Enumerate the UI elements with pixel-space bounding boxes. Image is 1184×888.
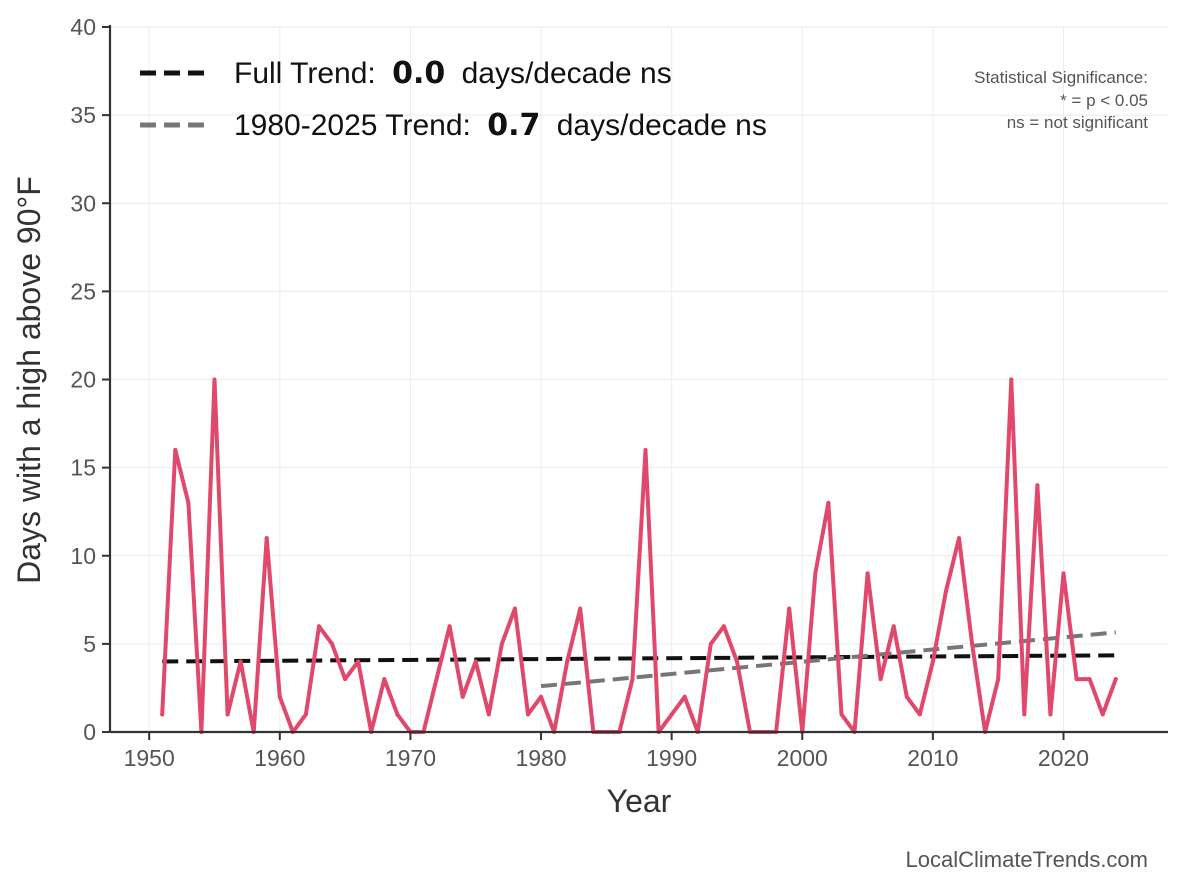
data-point-1965 <box>343 677 348 682</box>
data-point-1956 <box>225 712 230 717</box>
data-point-1968 <box>382 677 387 682</box>
data-point-1974 <box>460 694 465 699</box>
data-point-2023 <box>1100 712 1105 717</box>
data-point-1959 <box>264 536 269 541</box>
observed-line <box>160 377 1118 734</box>
x-tick-label-1990: 1990 <box>646 745 697 771</box>
significance-line-2: ns = not significant <box>1007 113 1149 132</box>
data-point-2010 <box>930 659 935 664</box>
y-tick-label-15: 15 <box>70 455 96 481</box>
data-point-1952 <box>173 448 178 452</box>
data-point-1964 <box>330 641 335 646</box>
data-point-1980 <box>539 694 544 699</box>
data-point-2005 <box>865 571 870 576</box>
data-point-2006 <box>878 677 883 682</box>
data-point-1966 <box>356 659 361 664</box>
x-tick-label-2010: 2010 <box>907 745 958 771</box>
data-point-2024 <box>1113 677 1118 682</box>
data-point-1976 <box>486 712 491 717</box>
data-point-1979 <box>525 712 530 717</box>
x-tick-label-2000: 2000 <box>777 745 828 771</box>
data-point-1991 <box>682 694 687 699</box>
y-tick-label-35: 35 <box>70 102 96 128</box>
data-point-1953 <box>186 500 191 505</box>
significance-note: Statistical Significance: * = p < 0.05 n… <box>974 68 1148 132</box>
x-axis-title: Year <box>607 783 672 819</box>
legend-label-recent-trend: 1980-2025 Trend: 0.7 days/decade ns <box>234 108 767 143</box>
legend-recent-trend-value: 0.7 <box>487 108 540 143</box>
data-point-2001 <box>813 571 818 576</box>
data-point-1978 <box>512 606 517 611</box>
data-point-2011 <box>943 589 948 593</box>
data-point-2022 <box>1087 677 1092 682</box>
data-point-2013 <box>970 641 975 646</box>
legend-recent-trend-name: 1980-2025 Trend: <box>234 109 471 142</box>
data-point-1990 <box>669 712 674 717</box>
data-point-1982 <box>565 659 570 664</box>
data-point-2002 <box>826 500 831 505</box>
legend-full-trend-name: Full Trend: <box>234 57 376 90</box>
y-tick-label-20: 20 <box>70 367 96 393</box>
legend-recent-trend-suffix: days/decade ns <box>557 109 767 142</box>
credit-text: LocalClimateTrends.com <box>906 847 1149 872</box>
data-point-2007 <box>891 624 896 629</box>
data-point-1957 <box>238 659 243 664</box>
data-point-1999 <box>787 606 792 611</box>
data-point-1955 <box>212 377 217 382</box>
data-point-1975 <box>473 659 478 664</box>
data-point-1993 <box>708 641 713 646</box>
grid-lines <box>110 26 1168 733</box>
y-tick-label-30: 30 <box>70 190 96 216</box>
data-point-1983 <box>578 606 583 611</box>
y-tick-label-5: 5 <box>83 631 96 657</box>
observed-series <box>160 377 1118 734</box>
x-tick-label-1970: 1970 <box>385 745 436 771</box>
data-point-2019 <box>1048 712 1053 717</box>
data-point-1951 <box>160 712 165 717</box>
data-point-1977 <box>499 641 504 646</box>
data-point-2016 <box>1009 377 1014 382</box>
data-point-2021 <box>1074 677 1079 682</box>
y-tick-label-10: 10 <box>70 543 96 569</box>
x-tick-label-1980: 1980 <box>515 745 566 771</box>
legend-full-trend-suffix: days/decade ns <box>462 57 672 90</box>
axes <box>102 25 1168 740</box>
data-point-1962 <box>303 712 308 717</box>
data-point-2008 <box>904 694 909 699</box>
significance-title: Statistical Significance: <box>974 68 1148 87</box>
data-point-1960 <box>277 694 282 699</box>
data-point-2003 <box>839 712 844 717</box>
tick-labels: 0 5 10 15 20 25 30 35 40 1950 1960 1970 1980 1990 2000… <box>70 14 1089 771</box>
data-point-2015 <box>996 677 1001 682</box>
data-point-1987 <box>630 677 635 682</box>
data-point-2012 <box>957 536 962 541</box>
legend: Full Trend: 0.0 days/decade ns 1980-2025… <box>140 56 767 143</box>
data-point-1969 <box>395 712 400 717</box>
data-point-2020 <box>1061 571 1066 576</box>
significance-line-1: * = p < 0.05 <box>1060 91 1148 110</box>
data-point-1988 <box>643 448 648 452</box>
y-axis-title: Days with a high above 90°F <box>11 176 47 584</box>
y-tick-label-0: 0 <box>83 719 96 745</box>
data-point-2009 <box>917 712 922 717</box>
y-tick-label-40: 40 <box>70 14 96 40</box>
x-tick-label-1950: 1950 <box>124 745 175 771</box>
data-point-2018 <box>1035 483 1040 488</box>
legend-full-trend-value: 0.0 <box>392 56 445 91</box>
data-point-1994 <box>721 624 726 629</box>
x-tick-label-1960: 1960 <box>254 745 305 771</box>
trend-line-full <box>162 653 1116 664</box>
data-point-1973 <box>447 624 452 629</box>
data-point-1995 <box>734 659 739 664</box>
data-point-1963 <box>316 624 321 629</box>
data-point-1972 <box>434 677 439 682</box>
data-point-2017 <box>1022 712 1027 717</box>
legend-label-full-trend: Full Trend: 0.0 days/decade ns <box>234 56 672 91</box>
y-tick-label-25: 25 <box>70 278 96 304</box>
x-tick-label-2020: 2020 <box>1038 745 1089 771</box>
